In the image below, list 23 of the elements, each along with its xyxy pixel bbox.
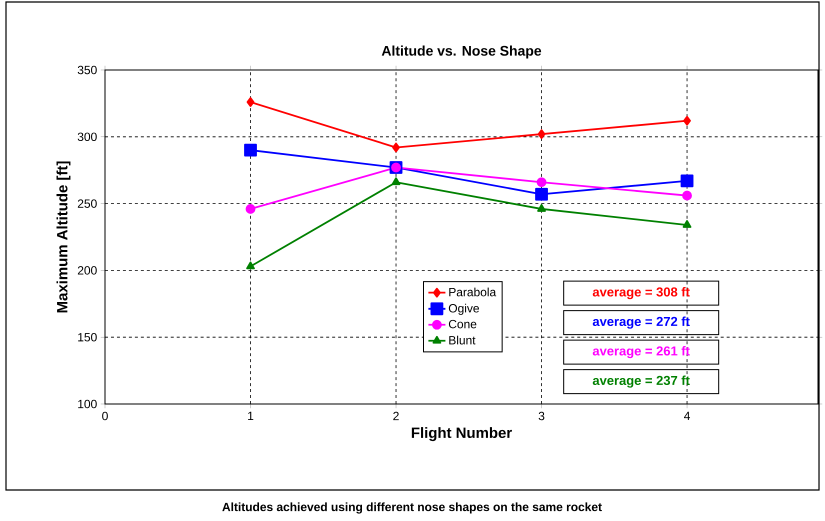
x-axis-title: Flight Number (412, 427, 512, 442)
annotation: average = 237 ft (592, 376, 690, 388)
y-tick-label: 350 (78, 66, 97, 74)
y-tick-label: 300 (78, 132, 97, 142)
legend-label: Parabola (449, 288, 496, 296)
legend-label: Ogive (448, 304, 479, 315)
x-tick-label: 4 (684, 412, 690, 420)
y-tick-label: 150 (78, 332, 97, 342)
annotation: average = 308 ft (592, 287, 690, 300)
legend-label: Blunt (449, 336, 476, 344)
x-tick-label: 1 (248, 412, 254, 420)
x-tick-label: 0 (102, 412, 108, 420)
y-axis-title: Maximum Altitude [ft] (56, 161, 70, 312)
x-tick-label: 2 (393, 412, 399, 420)
text: Altitudes achieved using different nose shapes on the same rocket (222, 502, 602, 514)
annotation: average = 272 ft (592, 316, 690, 329)
annotation: average = 261 ft (592, 346, 690, 358)
y-tick-label: 100 (78, 400, 97, 408)
x-tick-label: 3 (538, 412, 544, 420)
y-tick-label: 200 (78, 266, 97, 275)
legend-label: Cone (448, 320, 476, 328)
chart-title: Altitude vs. Nose Shape (382, 45, 542, 58)
y-tick-label: 250 (78, 199, 97, 208)
